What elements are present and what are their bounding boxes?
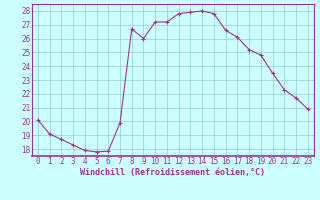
X-axis label: Windchill (Refroidissement éolien,°C): Windchill (Refroidissement éolien,°C): [80, 168, 265, 177]
